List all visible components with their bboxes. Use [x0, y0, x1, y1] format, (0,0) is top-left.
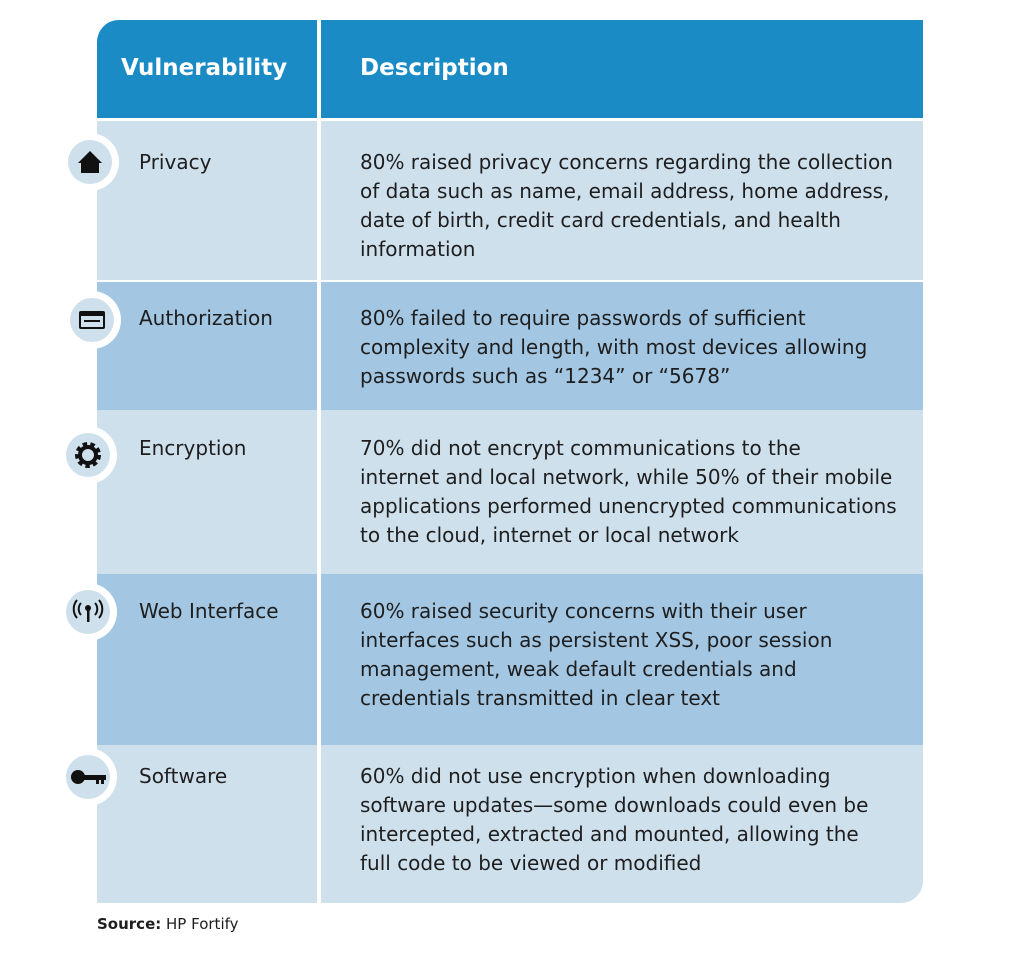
description-line: interfaces such as persistent XSS, poor …	[360, 628, 833, 652]
description-line: software updates—some downloads could ev…	[360, 793, 869, 817]
description-line: intercepted, extracted and mounted, allo…	[360, 822, 859, 846]
description-line: 80% failed to require passwords of suffi…	[360, 306, 806, 330]
description-line: full code to be viewed or modified	[360, 851, 702, 875]
description-line: internet and local network, while 50% of…	[360, 465, 893, 489]
description-line: applications performed unencrypted commu…	[360, 494, 897, 518]
vulnerability-cell: Software	[139, 764, 228, 788]
row-background	[97, 120, 923, 280]
source-note: Source: HP Fortify	[97, 915, 239, 933]
description-line: 60% raised security concerns with their …	[360, 599, 807, 623]
row-background	[97, 410, 923, 574]
row-divider	[97, 118, 923, 121]
description-line: 60% did not use encryption when download…	[360, 764, 831, 788]
vulnerability-cell: Encryption	[139, 436, 247, 460]
header-vulnerability: Vulnerability	[121, 55, 288, 81]
row-background	[97, 282, 923, 410]
header-bar	[97, 20, 923, 118]
description-line: to the cloud, internet or local network	[360, 523, 739, 547]
description-line: complexity and length, with most devices…	[360, 335, 868, 359]
description-line: date of birth, credit card credentials, …	[360, 208, 841, 232]
description-line: 70% did not encrypt communications to th…	[360, 436, 801, 460]
description-line: management, weak default credentials and	[360, 657, 797, 681]
row-background	[97, 745, 923, 903]
column-divider	[317, 20, 321, 903]
vulnerability-cell: Web Interface	[139, 599, 279, 623]
vulnerability-cell: Authorization	[139, 306, 273, 330]
row-background	[97, 574, 923, 747]
description-line: passwords such as “1234” or “5678”	[360, 364, 731, 388]
source-value: HP Fortify	[166, 915, 239, 933]
description-line: information	[360, 237, 476, 261]
description-line: 80% raised privacy concerns regarding th…	[360, 150, 893, 174]
header-description: Description	[360, 55, 509, 81]
source-label: Source:	[97, 915, 162, 933]
description-line: of data such as name, email address, hom…	[360, 179, 890, 203]
vulnerability-cell: Privacy	[139, 150, 212, 174]
description-line: credentials transmitted in clear text	[360, 686, 720, 710]
